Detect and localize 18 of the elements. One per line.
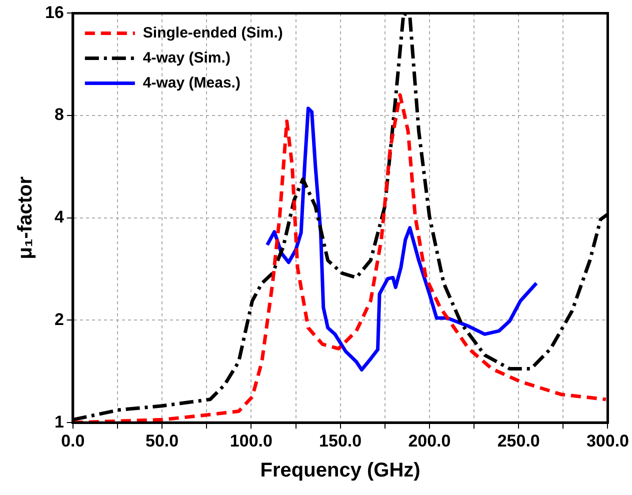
x-tick-label: 200.0 [408,431,451,450]
x-tick-label: 150.0 [319,431,362,450]
x-tick-label: 250.0 [497,431,540,450]
line-series [72,13,608,422]
legend-label: Single-ended (Sim.) [142,24,283,42]
y-tick-label: 16 [44,2,64,22]
x-tick-label: 100.0 [230,431,272,450]
x-tick-label: 50.0 [146,431,179,450]
y-tick-label: 2 [54,310,64,329]
legend-label: 4-way (Sim.) [142,49,230,66]
x-axis-title: Frequency (GHz) [260,460,420,482]
y-tick-label: 8 [54,105,64,124]
x-tick-label: 300.0 [586,431,630,450]
y-tick-label: 1 [54,412,64,432]
y-tick-label: 4 [54,208,64,227]
legend-label: 4-way (Meas.) [142,74,240,92]
y-axis-title: μ₁-factor [14,176,37,260]
x-tick-label: 0.0 [61,431,85,450]
